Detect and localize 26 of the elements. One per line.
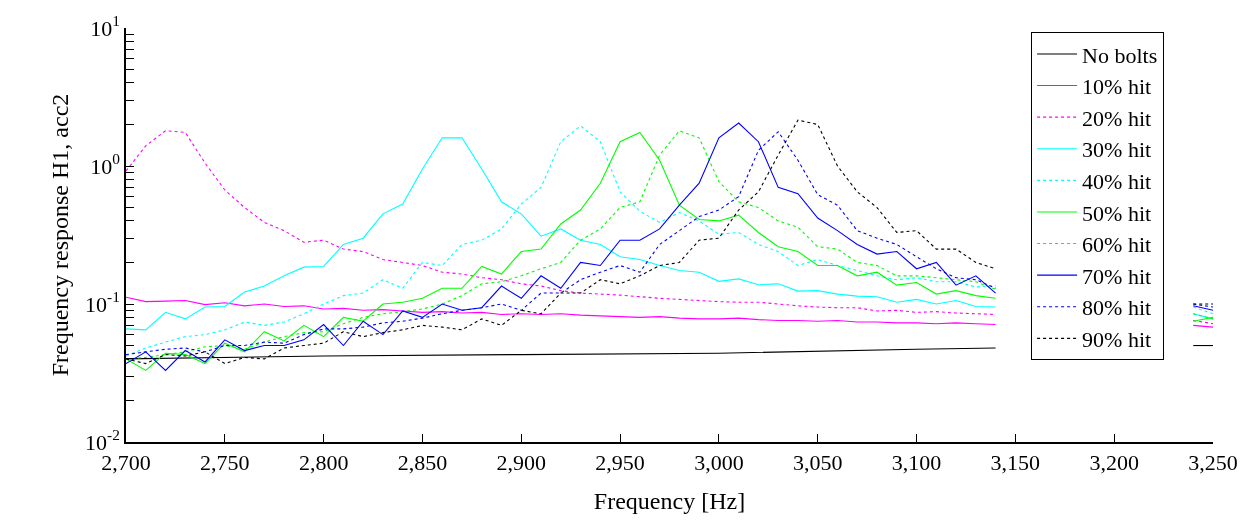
x-tick-label: 2,850 bbox=[397, 450, 448, 476]
x-tick-label: 3,200 bbox=[1089, 450, 1139, 476]
legend-label: 70% hit bbox=[1082, 263, 1152, 289]
legend-label: 80% hit bbox=[1082, 295, 1152, 321]
x-tick-label: 3,050 bbox=[792, 450, 843, 476]
x-tick-label: 2,950 bbox=[595, 450, 645, 476]
legend-label: 30% hit bbox=[1082, 137, 1152, 163]
x-tick-label: 3,100 bbox=[891, 450, 942, 476]
x-tick-label: 2,750 bbox=[200, 450, 250, 476]
x-tick-label: 3,150 bbox=[990, 450, 1041, 476]
y-axis-title: Frequency response H1, acc2 bbox=[46, 93, 73, 377]
x-tick-label: 2,900 bbox=[496, 450, 547, 476]
y-tick-label: 10$^{1}$ bbox=[90, 12, 120, 41]
legend-label: 40% hit bbox=[1082, 168, 1152, 194]
legend-label: 90% hit bbox=[1082, 326, 1152, 352]
legend-label: 20% hit bbox=[1082, 105, 1152, 131]
x-tick-label: 2,800 bbox=[298, 450, 349, 476]
y-tick-label: 10$^{0}$ bbox=[90, 150, 121, 179]
legend-label: No bolts bbox=[1082, 42, 1158, 68]
y-tick-label: 10$^{-1}$ bbox=[85, 288, 120, 317]
x-tick-label: 3,000 bbox=[694, 450, 744, 476]
legend-label: 60% hit bbox=[1082, 232, 1152, 258]
legend-label: 10% hit bbox=[1082, 74, 1152, 100]
x-tick-label: 3,250 bbox=[1188, 450, 1238, 476]
x-axis-title: Frequency [Hz] bbox=[593, 487, 746, 514]
legend-label: 50% hit bbox=[1082, 200, 1152, 226]
